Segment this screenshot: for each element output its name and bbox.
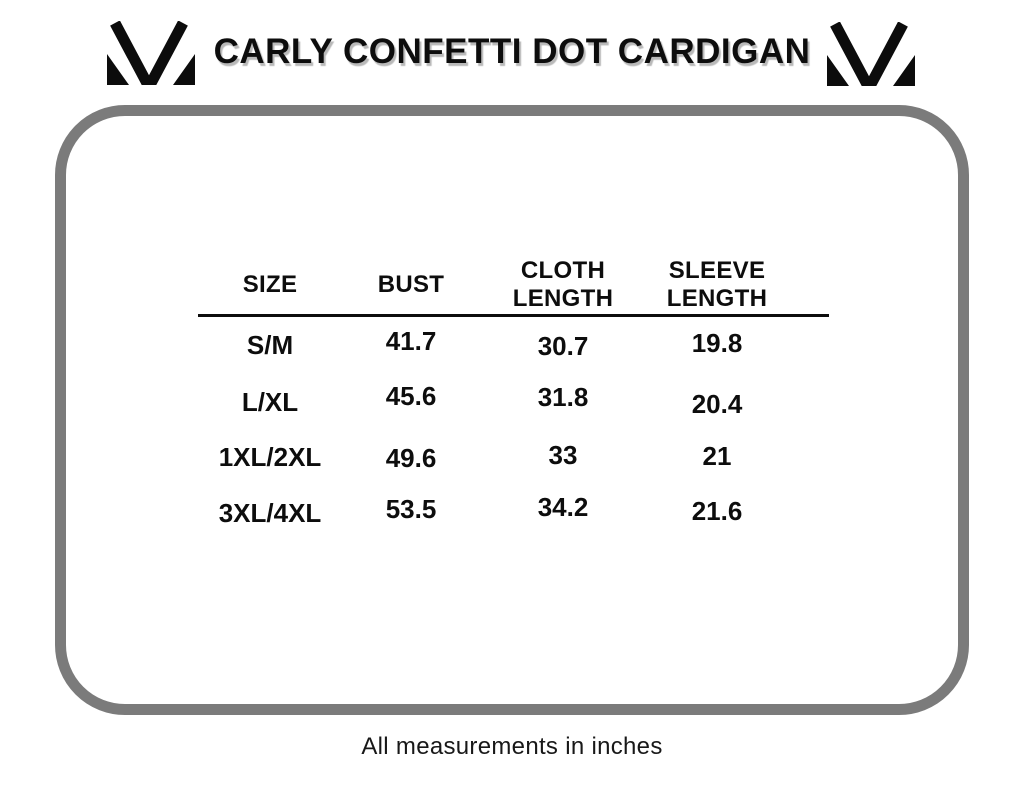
bust-cell: 45.6 [385,380,437,411]
cloth-length-cell: 31.8 [537,381,589,412]
size-cell: S/M [246,329,294,360]
measurements-note: All measurements in inches [361,733,663,760]
cloth-length-cell: 34.2 [537,491,589,522]
brand-logo-right-icon [827,22,915,86]
chart-frame [55,105,969,715]
sleeve-length-cell: 21 [702,440,732,471]
table-header-row: SIZE BUST CLOTH LENGTH SLEEVE LENGTH [198,256,788,314]
cloth-length-cell: 33 [548,439,578,470]
size-cell: L/XL [241,386,299,417]
cloth-length-cell: 30.7 [537,330,589,361]
header-divider-line [198,314,829,317]
brand-logo-left-icon [107,21,195,85]
column-header-size: SIZE [242,270,298,298]
sleeve-length-cell: 21.6 [691,495,743,526]
column-header-sleeve-length: SLEEVE LENGTH [666,256,768,312]
sleeve-length-cell: 20.4 [691,388,743,419]
bust-cell: 53.5 [385,493,437,524]
bust-cell: 49.6 [385,442,437,473]
table-body: S/M 41.7 30.7 19.8 L/XL 45.6 31.8 20.4 1… [198,317,788,541]
column-header-bust: BUST [377,270,445,298]
size-cell: 3XL/4XL [218,497,322,528]
bust-cell: 41.7 [385,325,437,356]
column-header-cloth-length: CLOTH LENGTH [512,256,614,312]
page-title: CARLY CONFETTI DOT CARDIGAN [213,32,811,71]
size-cell: 1XL/2XL [218,441,322,472]
sleeve-length-cell: 19.8 [691,327,743,358]
